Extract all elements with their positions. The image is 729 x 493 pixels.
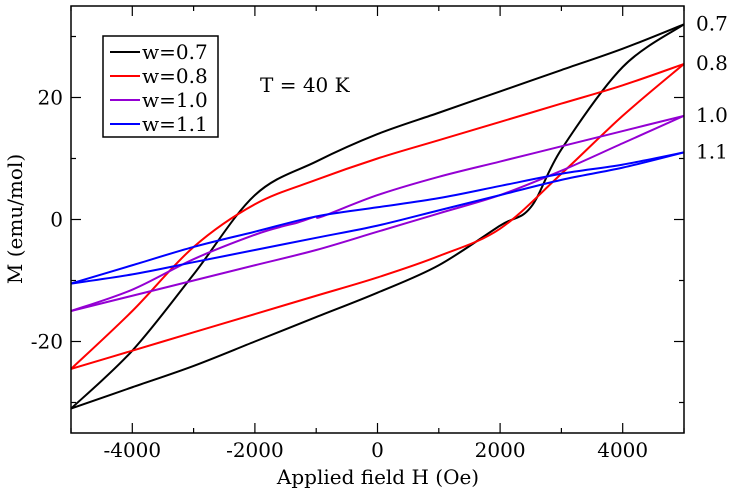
tick-labels-layer: -4000 -2000 0 2000 4000 -20 0 20 bbox=[31, 86, 648, 463]
series-w-0-7-lower-branch bbox=[71, 23, 684, 410]
series-w-0-8-upper-branch bbox=[71, 63, 684, 370]
legend-label-w-1-1: w=1.1 bbox=[142, 112, 208, 136]
y-tick-label: -20 bbox=[31, 330, 63, 354]
series-w-0-8-lower-branch bbox=[71, 63, 684, 370]
series-w-1-0-lower-branch bbox=[71, 114, 684, 312]
end-label-w-1-0: 1.0 bbox=[696, 103, 728, 127]
end-label-w-0-8: 0.8 bbox=[696, 51, 728, 75]
end-label-w-0-7: 0.7 bbox=[696, 11, 728, 35]
series-w-1-1-upper-branch bbox=[71, 151, 684, 285]
x-tick-label: 2000 bbox=[475, 438, 526, 462]
x-tick-label: 4000 bbox=[597, 438, 648, 462]
ticks-layer bbox=[70, 6, 685, 433]
end-labels-layer: 0.7 0.8 1.0 1.1 bbox=[696, 11, 728, 163]
legend-label-w-0-7: w=0.7 bbox=[142, 40, 208, 64]
series-w-0-7-upper-branch bbox=[71, 23, 684, 410]
x-tick-label: -2000 bbox=[226, 438, 284, 462]
x-tick-label: -4000 bbox=[103, 438, 161, 462]
x-tick-label: 0 bbox=[371, 438, 384, 462]
legend-label-w-1-0: w=1.0 bbox=[142, 88, 208, 112]
end-label-w-1-1: 1.1 bbox=[696, 139, 728, 163]
temperature-annotation: T = 40 K bbox=[260, 73, 351, 97]
y-axis-label: M (emu/mol) bbox=[3, 154, 27, 284]
series-layer bbox=[71, 23, 684, 410]
legend-label-w-0-8: w=0.8 bbox=[142, 64, 208, 88]
series-w-1-1-lower-branch bbox=[71, 151, 684, 285]
legend: w=0.7w=0.8w=1.0w=1.1 bbox=[102, 35, 219, 138]
y-tick-label: 0 bbox=[50, 208, 63, 232]
y-tick-label: 20 bbox=[38, 86, 63, 110]
x-axis-label: Applied field H (Oe) bbox=[276, 465, 479, 489]
